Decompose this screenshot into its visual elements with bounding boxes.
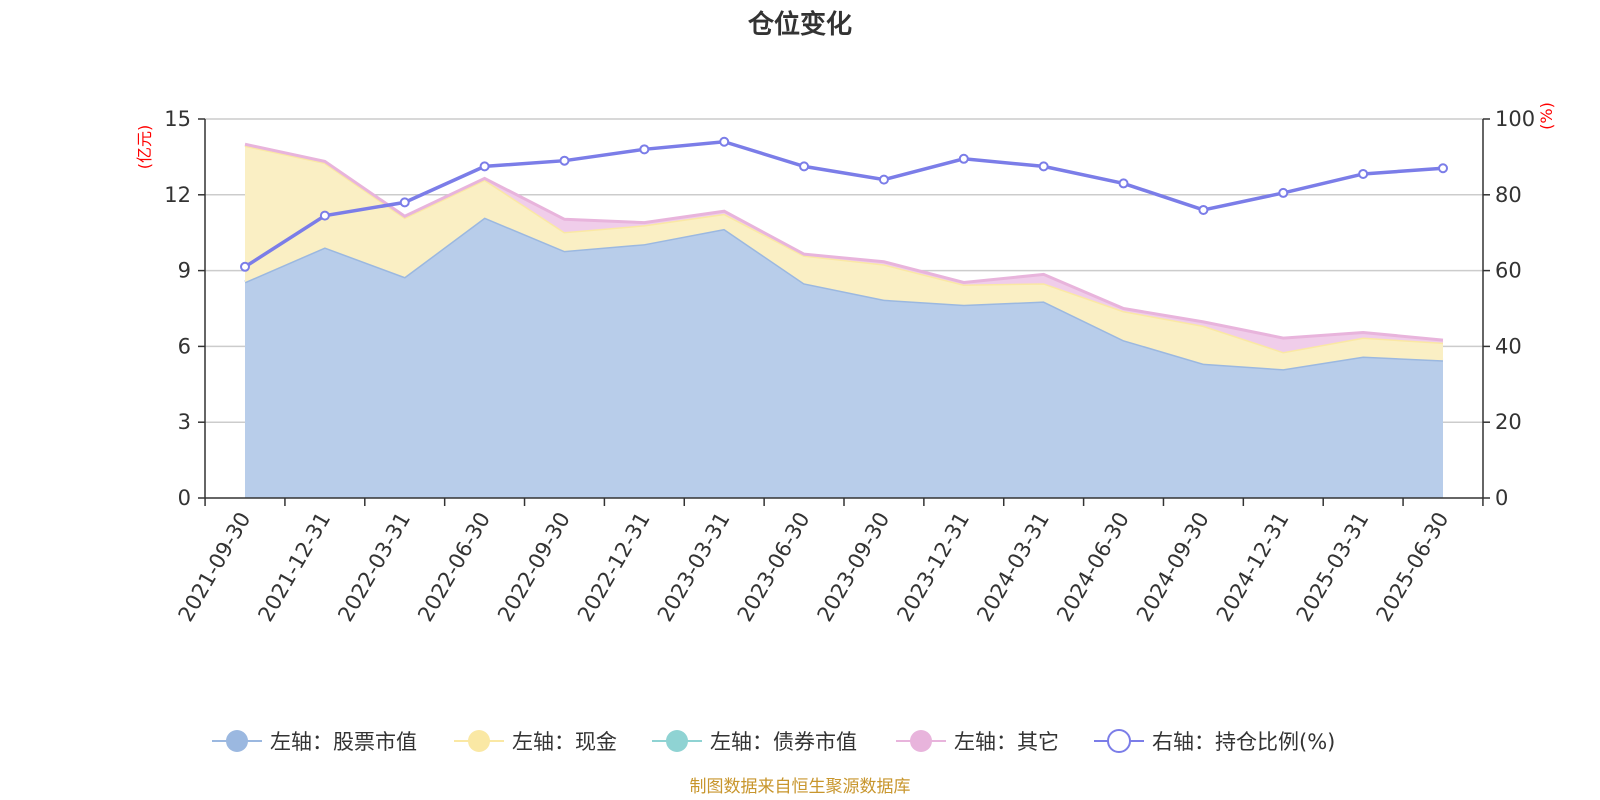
left-tick-label: 0: [178, 486, 191, 510]
ratio-point: [1358, 168, 1369, 179]
area-0: [245, 217, 1443, 499]
legend-marker-1: [468, 730, 490, 752]
ratio-line: [244, 139, 1444, 269]
x-tick-label: 2022-06-30: [413, 508, 495, 626]
left-tick-label: 12: [164, 183, 191, 207]
x-tick-label: 2024-12-31: [1212, 508, 1294, 626]
x-tick-label: 2025-03-31: [1292, 508, 1374, 626]
legend: 左轴：股票市值 左轴：现金 左轴：债券市值 左轴：其它 右轴：持仓比例(%): [212, 729, 1335, 754]
x-tick-label: 2022-09-30: [493, 508, 575, 626]
right-tick-label: 20: [1495, 410, 1522, 434]
right-tick-label: 60: [1495, 259, 1522, 283]
legend-label-1: 左轴：现金: [512, 730, 617, 754]
x-tick-label: 2024-03-31: [972, 508, 1054, 626]
right-axis-unit: (%): [1537, 102, 1556, 130]
ratio-point: [1118, 178, 1129, 189]
left-tick-label: 9: [178, 259, 191, 283]
ratio-point: [1038, 161, 1049, 172]
x-tick-label: 2023-09-30: [813, 508, 895, 626]
legend-marker-0: [226, 730, 248, 752]
legend-label-0: 左轴：股票市值: [270, 730, 417, 754]
x-tick-label: 2021-12-31: [253, 508, 335, 626]
x-tick-label: 2024-09-30: [1132, 508, 1214, 626]
ratio-point: [1198, 204, 1209, 215]
x-tick-label: 2025-06-30: [1372, 508, 1454, 626]
ratio-point: [639, 144, 650, 155]
left-tick-label: 15: [164, 107, 191, 131]
legend-marker-4: [1107, 729, 1131, 753]
ratio-point: [399, 197, 410, 208]
area-layer: [244, 142, 1444, 499]
left-tick-label: 3: [178, 410, 191, 434]
left-tick-label: 6: [178, 334, 191, 358]
data-source-note: 制图数据来自恒生聚源数据库: [690, 777, 911, 797]
ratio-point: [319, 210, 330, 221]
chart-title: 仓位变化: [747, 9, 852, 40]
x-tick-label: 2023-12-31: [892, 508, 974, 626]
legend-label-2: 左轴：债券市值: [710, 730, 857, 754]
ratio-point: [719, 136, 730, 147]
x-tick-label: 2021-09-30: [174, 508, 256, 626]
ratio-point: [479, 161, 490, 172]
legend-marker-3: [910, 730, 932, 752]
right-tick-label: 80: [1495, 183, 1522, 207]
ratio-point: [1278, 187, 1289, 198]
ratio-point: [958, 153, 969, 164]
ratio-point: [240, 261, 250, 272]
right-tick-label: 40: [1495, 334, 1522, 358]
x-tick-label: 2023-06-30: [733, 508, 815, 626]
x-tick-label: 2022-03-31: [333, 508, 415, 626]
x-tick-label: 2022-12-31: [573, 508, 655, 626]
left-axis-unit: (亿元): [135, 125, 154, 170]
area-edge-3: [244, 142, 1444, 342]
ratio-point: [799, 161, 810, 172]
right-tick-label: 0: [1495, 486, 1508, 510]
area-1: [245, 145, 1443, 370]
right-tick-label: 100: [1495, 107, 1535, 131]
ratio-point: [1438, 163, 1448, 174]
x-tick-label: 2024-06-30: [1052, 508, 1134, 626]
legend-marker-2: [666, 730, 688, 752]
ratio-line-layer: [240, 136, 1448, 272]
x-tick-label: 2023-03-31: [653, 508, 735, 626]
legend-label-3: 左轴：其它: [954, 730, 1059, 754]
ratio-point: [878, 174, 889, 185]
legend-label-4: 右轴：持仓比例(%): [1152, 730, 1335, 754]
ratio-point: [559, 155, 570, 166]
